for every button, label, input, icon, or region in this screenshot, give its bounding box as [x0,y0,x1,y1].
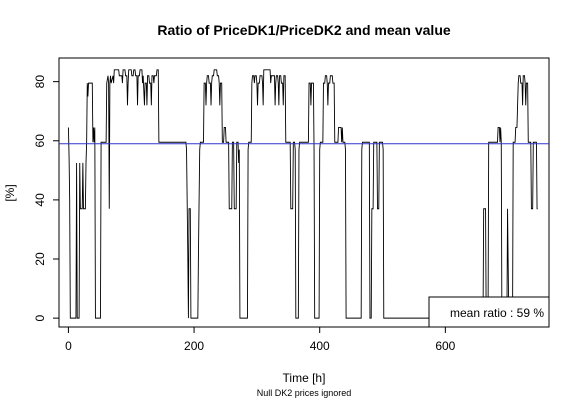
series-line [67,69,538,319]
y-tick-label: 60 [33,134,47,148]
y-tick-label: 40 [33,193,47,207]
x-tick-label: 0 [65,339,72,353]
x-tick-label: 400 [310,339,330,353]
x-axis: 0 200 400 600 [65,327,456,353]
chart-caption: Null DK2 prices ignored [257,388,352,398]
legend-box: mean ratio : 59 % [428,296,550,328]
y-tick-label: 0 [33,314,47,321]
x-axis-label: Time [h] [283,371,326,385]
y-tick-label: 80 [33,75,47,89]
legend-text: mean ratio : 59 % [450,306,544,320]
chart-title: Ratio of PriceDK1/PriceDK2 and mean valu… [157,22,451,38]
series-layer [67,69,538,319]
x-tick-label: 200 [184,339,204,353]
y-axis-label: [%] [3,184,17,201]
y-axis: 0 20 40 60 80 [33,75,59,321]
legend-frame [428,296,550,328]
plot-frame [58,57,550,328]
x-tick-label: 600 [435,339,455,353]
y-tick-label: 20 [33,252,47,266]
